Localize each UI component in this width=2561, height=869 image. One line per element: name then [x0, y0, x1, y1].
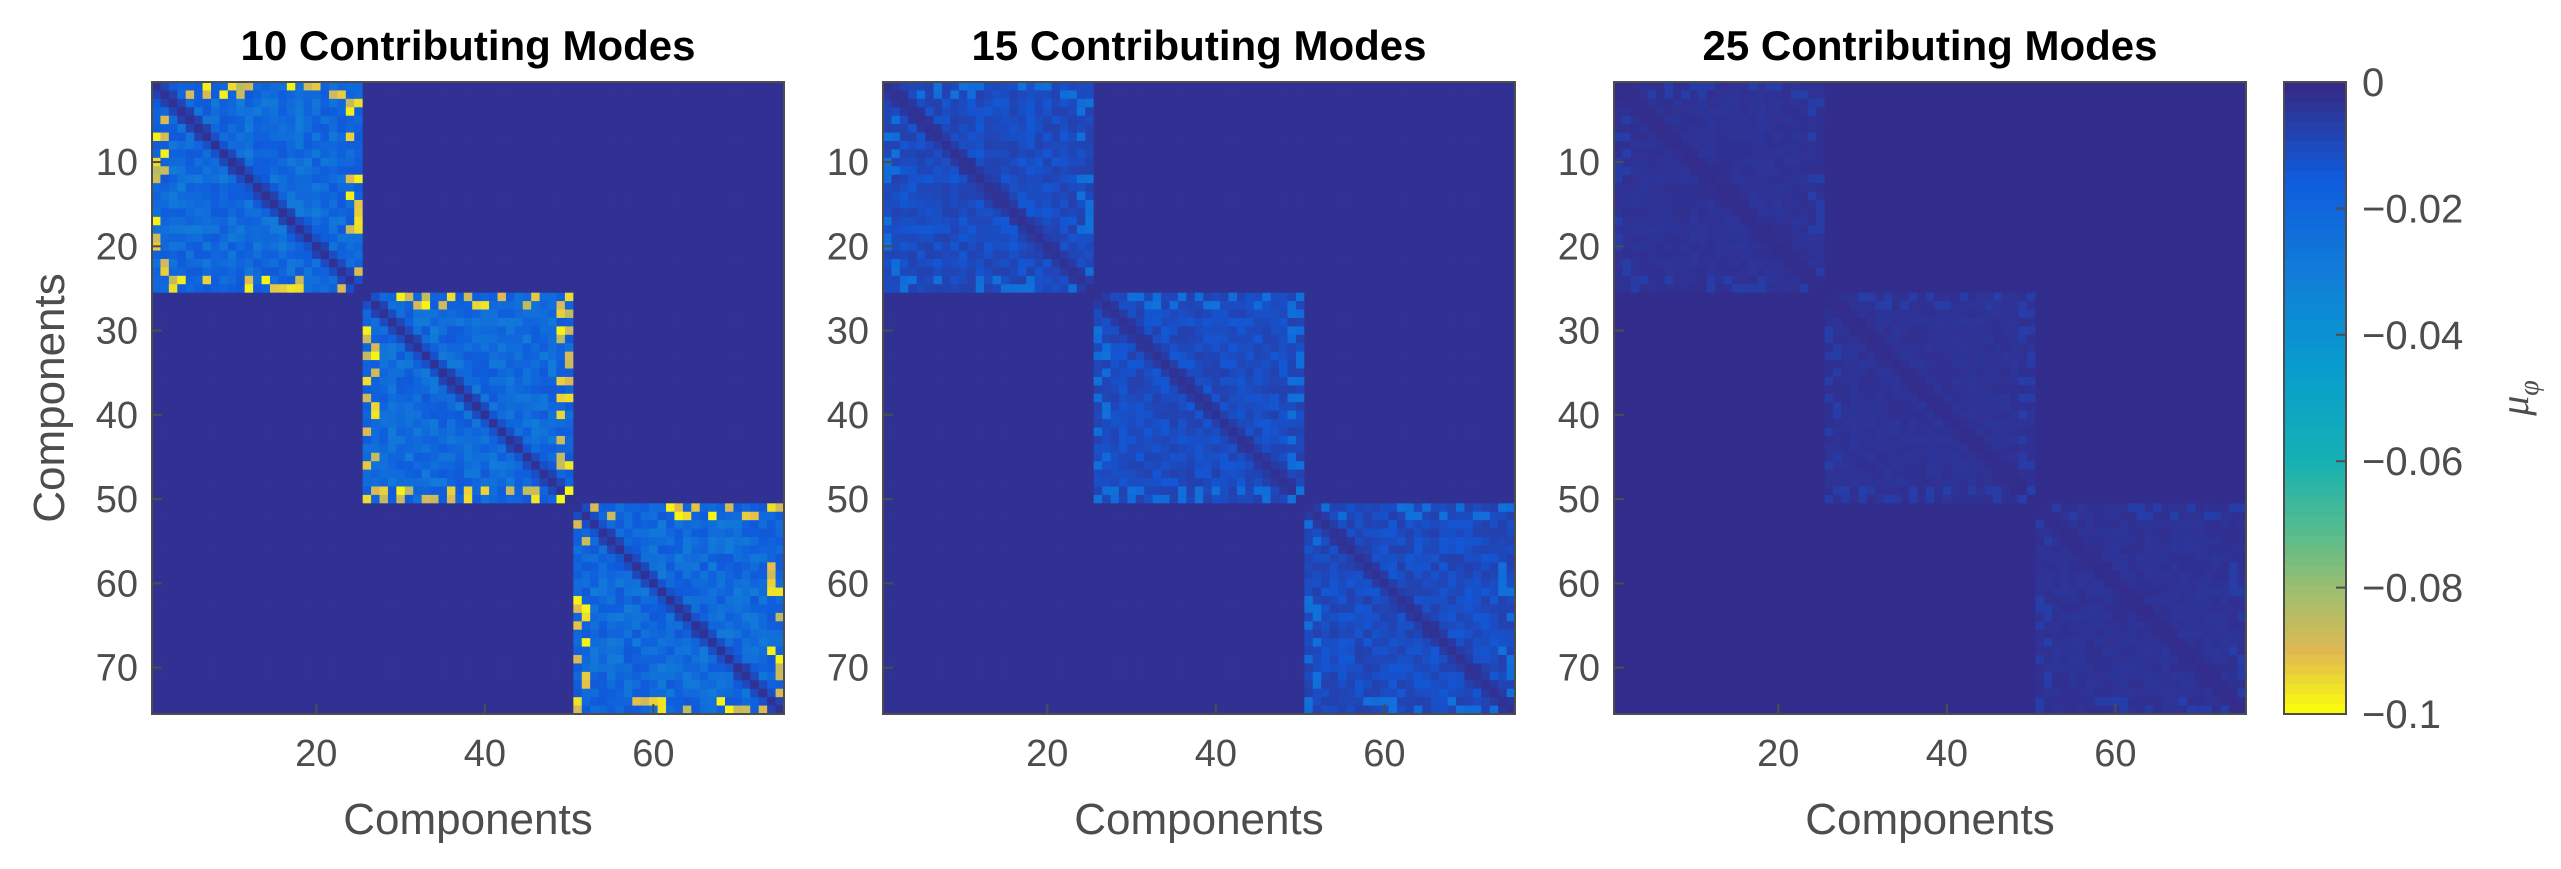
axes-frame: [882, 81, 1516, 715]
x-tick-label: 20: [295, 733, 337, 775]
y-tick-label: 20: [96, 226, 138, 268]
x-tick-label: 40: [464, 733, 506, 775]
y-tick-label: 40: [1558, 395, 1600, 437]
x-tick-label: 60: [632, 733, 674, 775]
y-tick-label: 50: [827, 479, 869, 521]
y-tick-label: 30: [1558, 311, 1600, 353]
y-tick-label: 60: [96, 563, 138, 605]
y-tick-label: 60: [827, 563, 869, 605]
y-tick-label: 40: [96, 395, 138, 437]
y-tick-label: 30: [96, 311, 138, 353]
y-tick-label: 70: [827, 648, 869, 690]
colorbar-gradient: [2284, 82, 2346, 715]
x-tick-label: 40: [1926, 733, 1968, 775]
y-tick-label: 20: [827, 226, 869, 268]
y-tick-label: 70: [96, 648, 138, 690]
y-tick-label: 50: [96, 479, 138, 521]
heatmap-panel-3: 25 Contributing Modes 20 40 60 10 20 30 40 50 60 7…: [1558, 22, 2247, 844]
colorbar-tick-label: 0: [2362, 61, 2384, 105]
axes-frame: [151, 81, 785, 715]
heatmap-cells: [883, 82, 1516, 715]
colorbar-tick-label: −0.04: [2362, 314, 2463, 358]
heatmap-cells: [1614, 82, 2247, 715]
x-axis-label: Components: [1074, 795, 1323, 844]
y-tick-label: 40: [827, 395, 869, 437]
x-tick-label: 40: [1195, 733, 1237, 775]
y-tick-label: 20: [1558, 226, 1600, 268]
panel-title: 15 Contributing Modes: [972, 22, 1427, 69]
y-tick-label: 60: [1558, 563, 1600, 605]
y-tick-label: 10: [1558, 142, 1600, 184]
heatmap-cells: [152, 82, 785, 715]
panel-title: 10 Contributing Modes: [241, 22, 696, 69]
x-tick-label: 60: [1363, 733, 1405, 775]
colorbar-tick-label: −0.08: [2362, 567, 2463, 611]
colorbar: 0 −0.02 −0.04 −0.06 −0.08 −0.1 μφ: [2283, 61, 2545, 737]
x-axis-label: Components: [1805, 795, 2054, 844]
y-tick-label: 10: [96, 142, 138, 184]
x-axis-label: Components: [343, 795, 592, 844]
colorbar-frame: [2283, 81, 2347, 715]
heatmap-panel-2: 15 Contributing Modes 20 40 60 10 20 30 40 50 60 7…: [827, 22, 1516, 844]
y-tick-label: 70: [1558, 648, 1600, 690]
axes-frame: [1613, 81, 2247, 715]
heatmap-panel-1: 10 Contributing Modes 20 40 60 10 20 30 40 50 60 7…: [25, 22, 785, 844]
y-tick-label: 50: [1558, 479, 1600, 521]
colorbar-tick-label: −0.1: [2362, 693, 2441, 737]
colorbar-tick-label: −0.02: [2362, 187, 2463, 231]
y-axis-label: Components: [25, 273, 74, 522]
x-tick-label: 20: [1026, 733, 1068, 775]
x-tick-label: 60: [2094, 733, 2136, 775]
panel-title: 25 Contributing Modes: [1703, 22, 2158, 69]
x-tick-label: 20: [1757, 733, 1799, 775]
colorbar-tick-label: −0.06: [2362, 440, 2463, 484]
y-tick-label: 30: [827, 311, 869, 353]
y-tick-label: 10: [827, 142, 869, 184]
colorbar-label: μφ: [2492, 380, 2545, 417]
